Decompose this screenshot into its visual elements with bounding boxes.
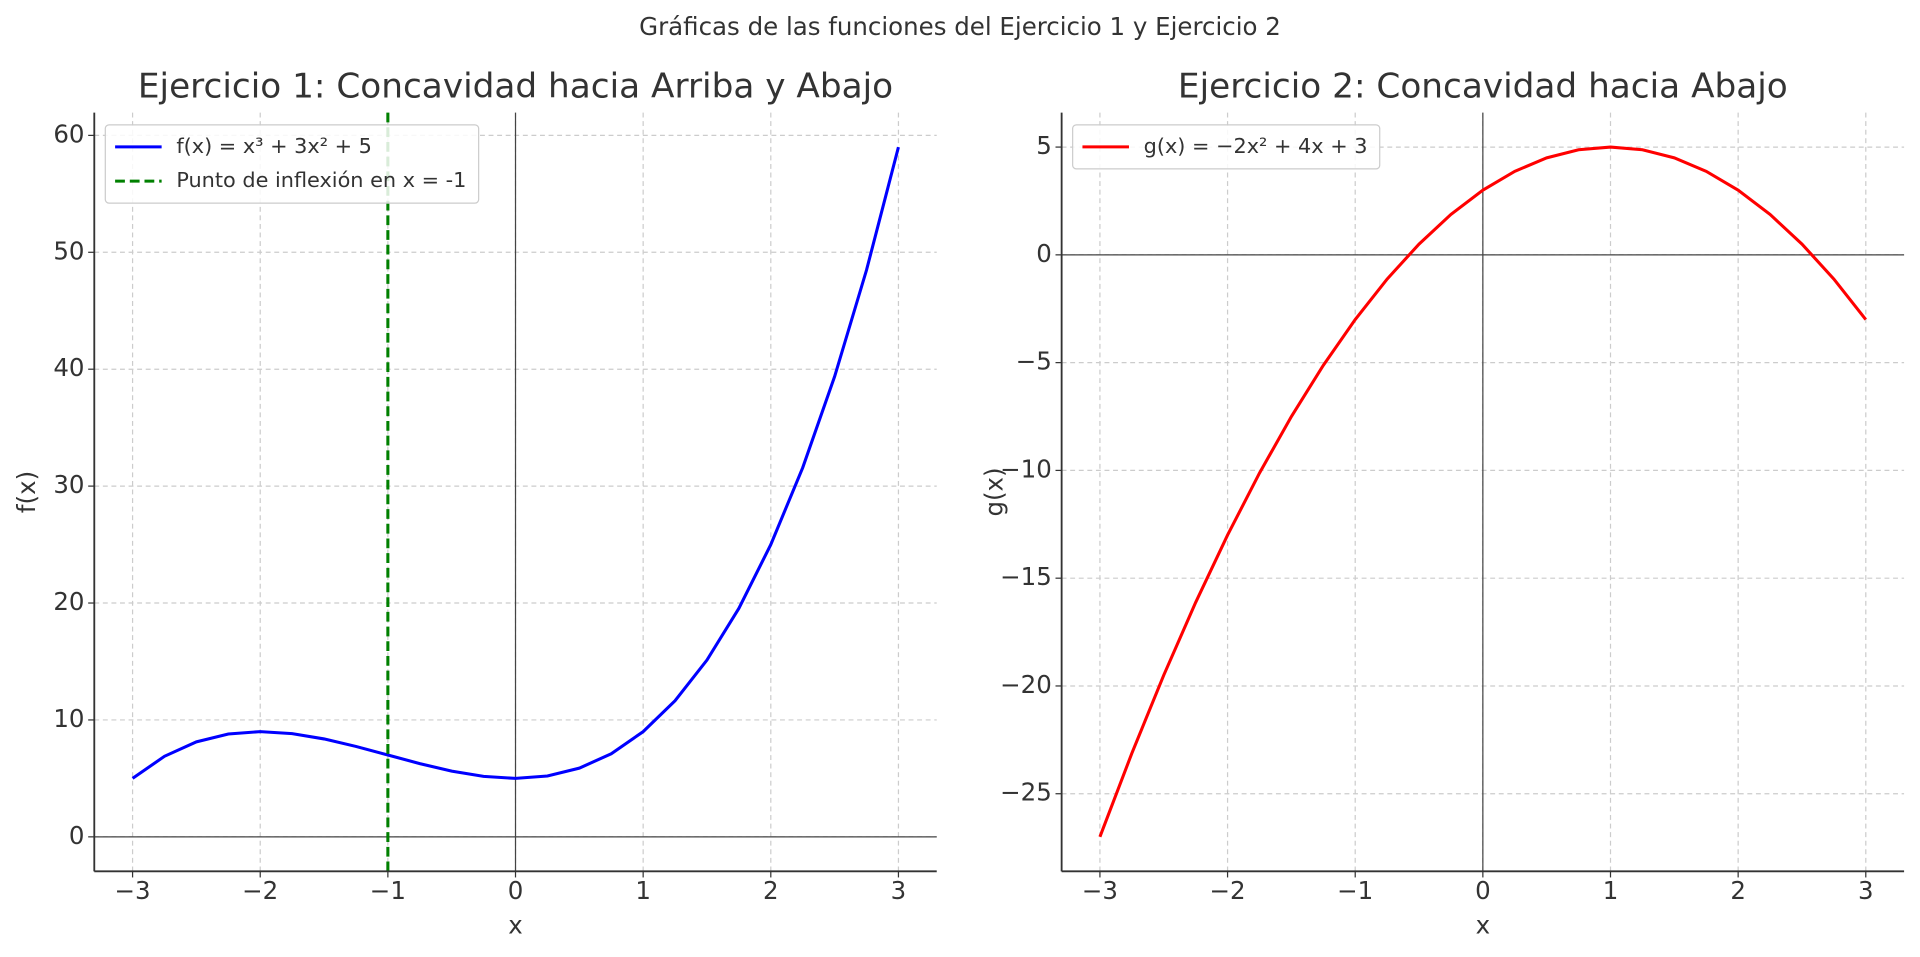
x-axis-label: x xyxy=(508,910,522,939)
y-tick-label: 5 xyxy=(1036,131,1052,160)
axes-title: Ejercicio 1: Concavidad hacia Arriba y A… xyxy=(138,67,893,107)
legend-box xyxy=(104,124,480,204)
legend-box xyxy=(1072,124,1381,170)
y-tick-label: −5 xyxy=(1016,347,1052,376)
legend-label: Punto de inflexión en x = -1 xyxy=(176,168,466,192)
x-axis-label: x xyxy=(1476,910,1490,939)
x-tick-label: 2 xyxy=(763,876,779,905)
x-tick-label: 1 xyxy=(635,876,651,905)
y-tick-label: 40 xyxy=(53,353,84,382)
y-tick-label: −10 xyxy=(1000,454,1052,483)
x-tick-label: 2 xyxy=(1730,876,1746,905)
x-tick-label: −3 xyxy=(1082,876,1118,905)
legend-label: g(x) = −2x² + 4x + 3 xyxy=(1144,134,1368,158)
x-tick-label: 0 xyxy=(508,876,524,905)
legend: f(x) = x³ + 3x² + 5 Punto de inflexión en… xyxy=(104,124,480,204)
y-tick-label: −15 xyxy=(1000,562,1052,591)
series-line xyxy=(1098,145,1867,838)
y-tick-label: 50 xyxy=(53,236,84,265)
y-tick-label: −25 xyxy=(1000,778,1052,807)
x-tick-label: −1 xyxy=(370,876,406,905)
x-tick-label: 3 xyxy=(891,876,907,905)
y-tick-label: 30 xyxy=(53,470,84,499)
y-tick-label: 0 xyxy=(1036,239,1052,268)
x-tick-label: 0 xyxy=(1475,876,1491,905)
legend-label: f(x) = x³ + 3x² + 5 xyxy=(176,134,372,158)
legend: g(x) = −2x² + 4x + 3 xyxy=(1072,124,1381,170)
y-axis-label: f(x) xyxy=(12,471,41,513)
y-tick-label: 0 xyxy=(69,821,85,850)
y-tick-label: 20 xyxy=(53,587,84,616)
series-line xyxy=(131,146,900,780)
x-tick-label: 1 xyxy=(1603,876,1619,905)
y-tick-label: −20 xyxy=(1000,670,1052,699)
axes-title: Ejercicio 2: Concavidad hacia Abajo xyxy=(1178,67,1788,107)
x-tick-label: −2 xyxy=(242,876,278,905)
x-tick-label: −1 xyxy=(1337,876,1373,905)
x-tick-label: 3 xyxy=(1858,876,1874,905)
x-tick-label: −2 xyxy=(1210,876,1246,905)
y-tick-label: 60 xyxy=(53,119,84,148)
y-tick-label: 10 xyxy=(53,704,84,733)
figure-title: Gráficas de las funciones del Ejercicio … xyxy=(639,12,1281,41)
y-axis-label: g(x) xyxy=(980,467,1009,516)
x-tick-label: −3 xyxy=(115,876,151,905)
